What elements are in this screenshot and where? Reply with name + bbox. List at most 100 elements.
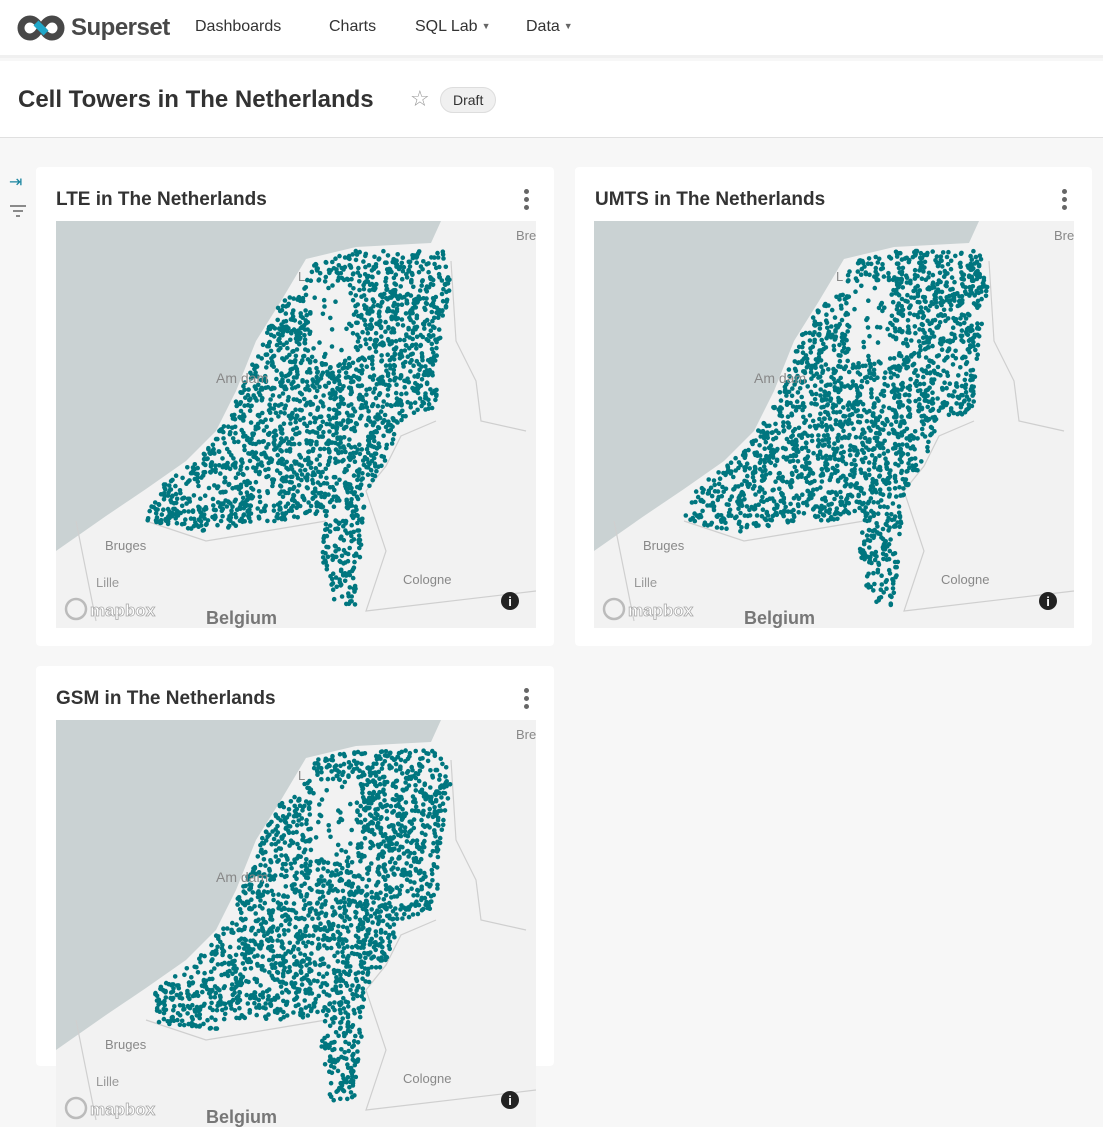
tower-point (350, 575, 356, 581)
tower-point (381, 433, 386, 439)
map[interactable]: Bre Am dam L Bruges Cologne Belgium Lill… (594, 221, 1074, 628)
status-badge[interactable]: Draft (440, 87, 497, 113)
tower-point (821, 346, 826, 352)
info-icon[interactable]: i (501, 592, 519, 610)
tower-point (314, 388, 320, 394)
tower-point (283, 311, 289, 316)
tower-point (409, 270, 415, 276)
tower-point (840, 500, 845, 505)
tower-point (290, 503, 296, 509)
tower-point (873, 489, 879, 495)
tower-point (426, 269, 431, 275)
nav-sql-lab[interactable]: SQL Lab ▼ (415, 18, 490, 36)
tower-point (788, 484, 794, 490)
tower-point (212, 994, 218, 1000)
tower-point (303, 308, 308, 313)
tower-point (262, 373, 268, 379)
tower-point (971, 248, 976, 254)
tower-point (894, 564, 899, 570)
tower-point (250, 362, 255, 367)
nav-dashboards[interactable]: Dashboards (195, 18, 282, 35)
tower-point (968, 261, 974, 266)
superset-logo[interactable]: Superset (17, 14, 170, 42)
tower-point (976, 326, 982, 331)
more-menu-icon[interactable] (524, 189, 530, 210)
tower-point (346, 1041, 352, 1047)
tower-point (944, 385, 949, 391)
tower-point (307, 933, 312, 938)
expand-filters-icon[interactable]: ⇥ (9, 174, 23, 191)
star-icon[interactable]: ☆ (410, 86, 430, 111)
map[interactable]: Bre Am dam L Bruges Cologne Belgium Lill… (56, 221, 536, 628)
tower-point (279, 322, 284, 327)
tower-point (436, 327, 442, 332)
tower-point (310, 448, 316, 454)
tower-point (344, 925, 350, 931)
mapbox-attribution[interactable]: mapbox (90, 601, 157, 621)
mapbox-attribution[interactable]: mapbox (628, 601, 695, 621)
info-icon[interactable]: i (1039, 592, 1057, 610)
tower-point (852, 466, 857, 472)
tower-point (304, 400, 310, 406)
tower-point (386, 326, 391, 331)
tower-point (292, 318, 298, 323)
filter-icon[interactable] (9, 204, 27, 223)
tower-point (431, 333, 436, 338)
tower-point (930, 343, 935, 349)
tower-point (897, 326, 903, 332)
tower-point (298, 455, 304, 460)
tower-point (198, 959, 203, 965)
tower-point (790, 404, 796, 409)
tower-point (919, 276, 925, 281)
more-menu-icon[interactable] (1062, 189, 1068, 210)
tower-point (314, 365, 319, 371)
tower-point (825, 412, 831, 417)
tower-point (171, 506, 176, 512)
tower-point (149, 504, 154, 509)
tower-point (897, 513, 903, 519)
tower-point (359, 477, 364, 483)
tower-point (155, 507, 160, 512)
tower-point (279, 427, 285, 432)
tower-point (303, 292, 309, 298)
tower-point (349, 276, 354, 282)
tower-point (912, 272, 918, 278)
tower-point (922, 391, 928, 396)
tower-point (402, 378, 407, 384)
tower-point (434, 310, 439, 315)
tower-point (800, 445, 805, 451)
map-label-amsterdam: Am dam (216, 370, 268, 386)
tower-point (351, 473, 357, 478)
tower-point (955, 303, 961, 309)
tower-point (200, 528, 206, 533)
tower-point (245, 509, 250, 514)
more-menu-icon[interactable] (524, 688, 530, 709)
tower-point (912, 324, 918, 329)
tower-point (852, 306, 857, 312)
tower-point (293, 1003, 299, 1009)
tower-point (310, 496, 315, 502)
tower-point (423, 364, 428, 369)
tower-point (289, 497, 295, 503)
tower-point (758, 434, 763, 439)
tower-point (333, 456, 338, 462)
nav-charts[interactable]: Charts (329, 18, 377, 35)
tower-point (300, 494, 305, 500)
tower-point (339, 449, 344, 455)
map[interactable]: Bre Am dam L Bruges Cologne Belgium Lill… (56, 720, 536, 1127)
tower-point (908, 278, 913, 284)
tower-point (174, 508, 180, 514)
tower-point (905, 468, 910, 474)
tower-point (818, 485, 823, 490)
tower-point (875, 570, 881, 575)
tower-point (750, 441, 755, 447)
tower-point (412, 850, 417, 856)
tower-point (268, 348, 274, 354)
tower-point (866, 357, 872, 363)
tower-point (288, 838, 294, 843)
nav-data[interactable]: Data ▼ (526, 18, 573, 36)
tower-point (338, 567, 344, 573)
tower-point (920, 431, 925, 437)
tower-point (274, 514, 279, 520)
tower-point (308, 412, 313, 417)
